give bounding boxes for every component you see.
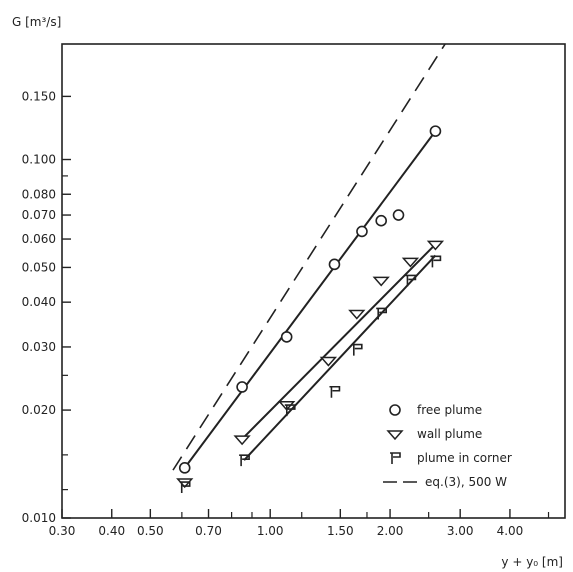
- y-tick-label: 0.030: [22, 340, 56, 354]
- flag-shape: [179, 481, 191, 494]
- flag-shape: [405, 274, 417, 287]
- data-point-flag: [179, 481, 191, 494]
- data-point-circle: [375, 214, 387, 227]
- triangle-shape: [233, 435, 251, 446]
- flag-shape: [390, 452, 401, 464]
- y-axis-title: G [m³/s]: [12, 15, 61, 29]
- x-tick-label: 0.70: [195, 524, 222, 538]
- y-tick-label: 0.150: [22, 89, 56, 103]
- triangle-shape: [401, 257, 420, 268]
- data-point-circle: [429, 125, 442, 137]
- legend-marker-flag: [390, 452, 401, 464]
- flag-shape: [239, 454, 250, 467]
- data-point-circle: [392, 209, 405, 221]
- data-point-flag: [329, 385, 341, 398]
- data-point-flag: [284, 404, 296, 417]
- x-axis: 0.30 0.40 0.50 0.70 1.00 1.50 2.00 3.00 4.00: [49, 509, 550, 538]
- legend-label: plume in corner: [417, 451, 512, 465]
- legend-label: eq.(3), 500 W: [425, 475, 507, 489]
- data-point-circle: [328, 258, 341, 271]
- data-point-triangle-down: [401, 257, 420, 268]
- x-tick-label: 3.00: [447, 524, 474, 538]
- fit-line-triangle-down: [241, 243, 437, 440]
- flag-shape: [329, 385, 341, 398]
- legend: free plume wall plume plume in corner eq.(3…: [383, 403, 512, 489]
- y-tick-label: 0.070: [22, 208, 56, 222]
- data-point-flag: [405, 274, 417, 287]
- data-point-circle: [280, 331, 293, 343]
- fit-line-flag: [243, 254, 437, 461]
- legend-marker-circle: [389, 404, 401, 416]
- x-axis-title: y + y₀ [m]: [501, 555, 563, 569]
- flag-shape: [351, 343, 363, 356]
- data-point-triangle-down: [426, 240, 445, 251]
- y-axis: 0.010 0.020 0.030 0.040 0.050 0.060 0.070 0.080…: [22, 89, 71, 525]
- y-tick-label: 0.060: [22, 232, 56, 246]
- triangle-shape: [372, 276, 390, 287]
- y-tick-label: 0.050: [22, 260, 56, 274]
- data-point-circle: [178, 462, 191, 474]
- data-point-flag: [351, 343, 363, 356]
- triangle-shape: [348, 309, 366, 320]
- y-tick-label: 0.080: [22, 187, 56, 201]
- data-point-flag: [376, 307, 387, 320]
- x-tick-label: 4.00: [497, 524, 524, 538]
- x-tick-label: 2.00: [377, 524, 404, 538]
- x-tick-label: 1.00: [257, 524, 284, 538]
- data-point-triangle-down: [319, 356, 338, 367]
- reference-dashed-line: [172, 43, 446, 471]
- y-tick-label: 0.020: [22, 403, 56, 417]
- data-point-circle: [236, 381, 248, 393]
- fit-line-circle: [183, 130, 437, 469]
- data-markers: [176, 125, 445, 494]
- flag-shape: [376, 307, 387, 320]
- x-tick-label: 1.50: [327, 524, 354, 538]
- data-point-triangle-down: [233, 435, 251, 446]
- x-tick-label: 0.50: [137, 524, 164, 538]
- flag-shape: [284, 404, 296, 417]
- plot-frame: [61, 43, 566, 519]
- legend-marker-triangle-down: [386, 430, 404, 441]
- triangle-shape: [319, 356, 338, 367]
- fit-lines: [172, 43, 446, 471]
- data-point-triangle-down: [348, 309, 366, 320]
- flag-shape: [430, 255, 442, 268]
- data-point-circle: [356, 225, 368, 238]
- x-tick-label: 0.30: [49, 524, 76, 538]
- triangle-shape: [426, 240, 445, 251]
- y-tick-label: 0.100: [22, 153, 56, 167]
- data-point-triangle-down: [372, 276, 390, 287]
- legend-label: free plume: [417, 403, 482, 417]
- data-point-flag: [239, 454, 250, 467]
- data-point-flag: [430, 255, 442, 268]
- y-tick-label: 0.040: [22, 295, 56, 309]
- y-tick-label: 0.010: [22, 511, 56, 525]
- legend-label: wall plume: [417, 427, 482, 441]
- triangle-shape: [386, 430, 404, 441]
- x-tick-label: 0.40: [98, 524, 125, 538]
